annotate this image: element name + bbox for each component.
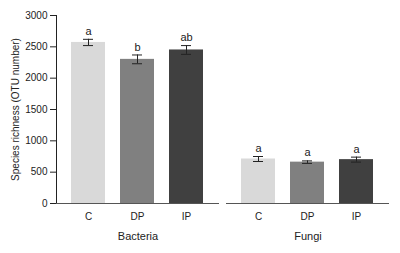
svg-text:IP: IP [352,211,362,222]
svg-text:1000: 1000 [25,135,48,146]
svg-text:Species richness (OTU number): Species richness (OTU number) [10,38,21,181]
svg-text:0: 0 [42,198,48,209]
svg-text:500: 500 [31,166,48,177]
svg-text:2000: 2000 [25,72,48,83]
svg-text:IP: IP [182,211,192,222]
svg-text:Bacteria: Bacteria [118,230,159,242]
svg-text:a: a [255,142,262,154]
svg-text:C: C [255,211,262,222]
svg-text:a: a [85,25,92,37]
svg-text:DP: DP [301,211,315,222]
svg-text:a: a [353,143,360,155]
svg-text:2500: 2500 [25,41,48,52]
svg-text:a: a [304,146,311,158]
svg-text:C: C [85,211,92,222]
svg-text:DP: DP [131,211,145,222]
svg-text:3000: 3000 [25,10,48,21]
svg-text:b: b [134,41,140,53]
svg-text:ab: ab [180,31,192,43]
svg-text:1500: 1500 [25,104,48,115]
svg-text:Fungi: Fungi [294,230,322,242]
